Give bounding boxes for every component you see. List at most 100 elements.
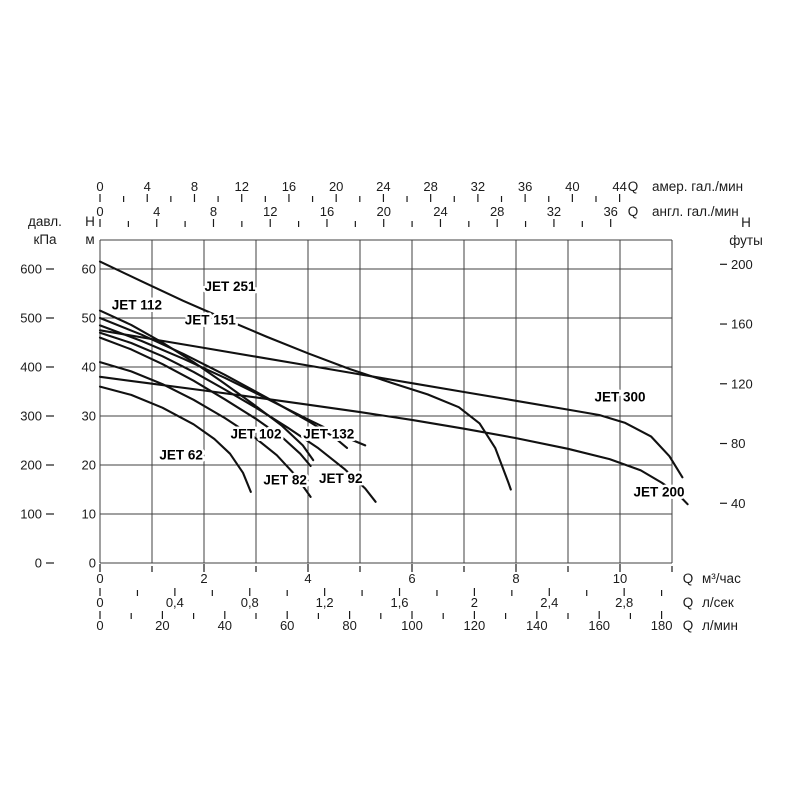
curve-jet-200 xyxy=(98,375,689,506)
curves: JET 251 JET 112 JET 151 JET 132 JET 102 JET 9… xyxy=(98,260,689,506)
axis-unit-label: л/мин xyxy=(702,618,738,633)
tick-label: 140 xyxy=(526,618,548,633)
axis-unit-label: англ. гал./мин xyxy=(652,204,739,219)
tick-label: 1,2 xyxy=(316,595,334,610)
tick-label: 0 xyxy=(96,595,103,610)
tick-label: 0 xyxy=(96,571,103,586)
meters-tick-label: 60 xyxy=(82,262,96,277)
curve-label-jet-102: JET 102 xyxy=(230,427,281,442)
tick-label: 36 xyxy=(603,204,617,219)
tick-label: 2 xyxy=(471,595,478,610)
tick-label: 44 xyxy=(612,179,626,194)
curve-label-jet-92: JET 92 xyxy=(319,471,363,486)
tick-label: 1,6 xyxy=(390,595,408,610)
tick-label: 36 xyxy=(518,179,532,194)
tick-label: 28 xyxy=(423,179,437,194)
tick-label: 10 xyxy=(613,571,627,586)
tick-label: 28 xyxy=(490,204,504,219)
curve-jet-102 xyxy=(98,336,312,468)
tick-label: 24 xyxy=(433,204,447,219)
kpa-tick-label: 200 xyxy=(20,458,42,473)
tick-label: 2 xyxy=(200,571,207,586)
head-axis-title: H xyxy=(85,214,95,229)
tick-label: 12 xyxy=(234,179,248,194)
curve-label-jet-151: JET 151 xyxy=(185,312,237,327)
axis-q-label: Q xyxy=(628,204,639,219)
feet-tick-label: 160 xyxy=(731,317,753,332)
pressure-axis-title: давл. xyxy=(28,214,62,229)
curve-label-jet-251: JET 251 xyxy=(204,279,256,294)
curve-jet-112 xyxy=(98,309,315,462)
kpa-tick-label: 0 xyxy=(35,556,42,571)
axis-unit-label: л/сек xyxy=(702,595,734,610)
meters-tick-label: 40 xyxy=(82,360,96,375)
tick-label: 8 xyxy=(210,204,217,219)
tick-label: 0 xyxy=(96,204,103,219)
feet-axis-unit: футы xyxy=(729,233,763,248)
tick-label: 0 xyxy=(96,179,103,194)
axis-q-label: Q xyxy=(683,595,694,610)
feet-tick-label: 40 xyxy=(731,496,745,511)
tick-label: 24 xyxy=(376,179,390,194)
kpa-tick-label: 300 xyxy=(20,409,42,424)
meters-tick-label: 30 xyxy=(82,409,96,424)
grid xyxy=(99,239,673,564)
tick-label: 0 xyxy=(96,618,103,633)
curve-label-jet-300: JET 300 xyxy=(594,389,645,404)
tick-label: 4 xyxy=(304,571,311,586)
tick-label: 160 xyxy=(588,618,610,633)
curve-jet-132 xyxy=(98,324,367,447)
kpa-tick-label: 100 xyxy=(20,507,42,522)
curve-label-jet-200: JET 200 xyxy=(633,484,684,499)
kpa-tick-label: 500 xyxy=(20,311,42,326)
tick-label: 0,4 xyxy=(166,595,184,610)
tick-label: 2,8 xyxy=(615,595,633,610)
axis-q-label: Q xyxy=(683,571,694,586)
meters-tick-label: 10 xyxy=(82,507,96,522)
feet-axis-title: H xyxy=(741,215,751,230)
tick-label: 180 xyxy=(651,618,673,633)
kpa-tick-label: 400 xyxy=(20,360,42,375)
curve-jet-62 xyxy=(98,385,252,493)
tick-label: 100 xyxy=(401,618,423,633)
tick-label: 20 xyxy=(329,179,343,194)
kpa-tick-label: 600 xyxy=(20,262,42,277)
axis-unit-label: м³/час xyxy=(702,571,741,586)
curve-label-jet-112: JET 112 xyxy=(112,297,162,312)
curve-label-jet-82: JET 82 xyxy=(263,473,307,488)
tick-label: 8 xyxy=(191,179,198,194)
tick-label: 12 xyxy=(263,204,277,219)
curve-label-jet-132: JET 132 xyxy=(303,427,354,442)
tick-label: 32 xyxy=(471,179,485,194)
axis-q-label: Q xyxy=(683,618,694,633)
tick-label: 4 xyxy=(144,179,151,194)
tick-label: 40 xyxy=(218,618,232,633)
meters-tick-label: 50 xyxy=(82,311,96,326)
tick-label: 2,4 xyxy=(540,595,558,610)
axis-unit-label: амер. гал./мин xyxy=(652,179,743,194)
tick-label: 20 xyxy=(376,204,390,219)
tick-label: 80 xyxy=(342,618,356,633)
tick-label: 32 xyxy=(547,204,561,219)
axis-q-label: Q xyxy=(628,179,639,194)
tick-label: 40 xyxy=(565,179,579,194)
tick-label: 120 xyxy=(464,618,486,633)
feet-tick-label: 200 xyxy=(731,257,753,272)
tick-label: 16 xyxy=(320,204,334,219)
tick-label: 8 xyxy=(512,571,519,586)
tick-label: 16 xyxy=(282,179,296,194)
head-axis-unit: м xyxy=(85,232,94,247)
meters-tick-label: 0 xyxy=(89,556,96,571)
tick-label: 0,8 xyxy=(241,595,259,610)
pressure-axis-unit: кПа xyxy=(33,232,57,247)
feet-tick-label: 80 xyxy=(731,436,745,451)
tick-label: 60 xyxy=(280,618,294,633)
